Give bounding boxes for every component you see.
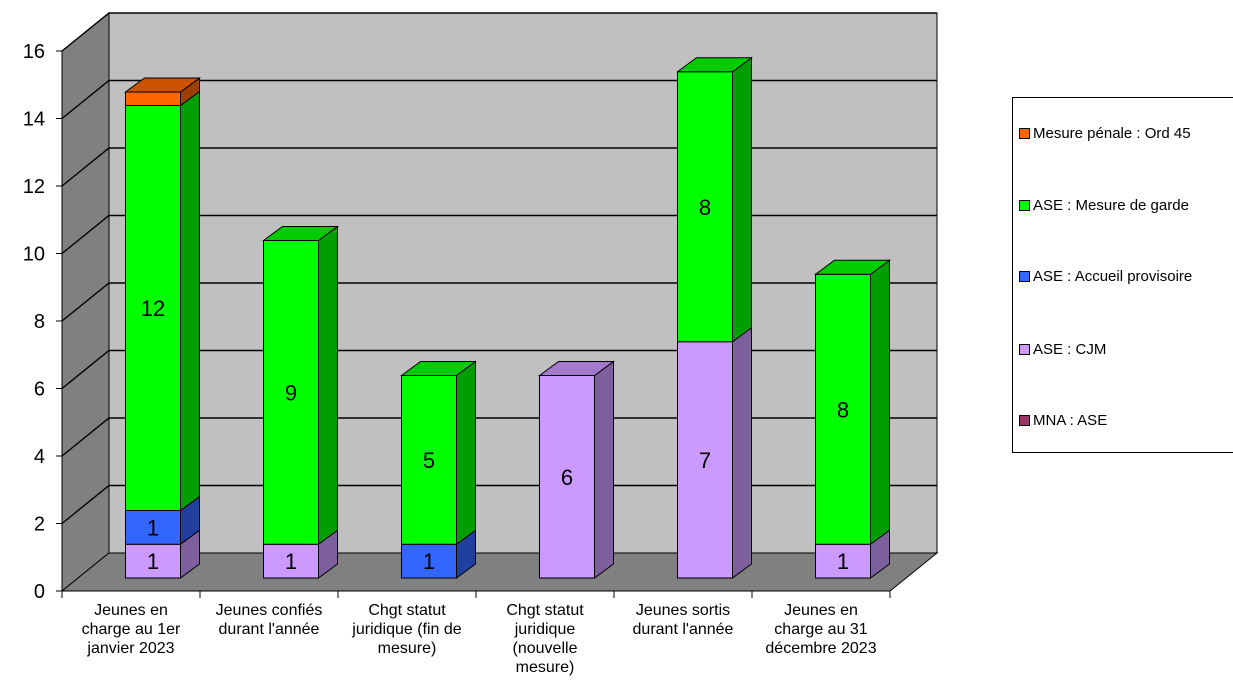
y-tick-label: 6 (34, 379, 45, 401)
legend-label: ASE : Accueil provisoire (1033, 268, 1193, 285)
legend-label: ASE : Mesure de garde (1033, 197, 1189, 214)
legend-item-ase-cjm: ASE : CJM (1019, 341, 1106, 358)
bar-segment (125, 91, 181, 106)
gridline (61, 79, 937, 120)
x-tick-label: Jeunes sortis durant l'année (633, 602, 734, 638)
bar-segment (539, 375, 595, 579)
y-tick-label: 0 (34, 581, 45, 603)
data-label: 6 (561, 465, 573, 490)
x-tick-label-line: Chgt statut (506, 602, 584, 619)
bar-top (537, 361, 616, 376)
y-tick-label: 12 (23, 176, 45, 198)
legend-item-mesure-penale: Mesure pénale : Ord 45 (1019, 125, 1191, 142)
data-label: 9 (285, 380, 297, 405)
gridline (61, 417, 937, 457)
bar-side (732, 326, 752, 579)
bar-segment (263, 543, 319, 579)
gridline (61, 282, 937, 322)
legend-label: MNA : ASE (1033, 412, 1108, 429)
legend-label: Mesure pénale : Ord 45 (1033, 125, 1191, 142)
data-label: 1 (423, 549, 435, 574)
bar-segment (125, 105, 181, 511)
y-tick-label: 4 (34, 446, 45, 468)
data-label: 1 (837, 549, 849, 574)
bar-side (594, 360, 614, 579)
data-label: 8 (699, 195, 711, 220)
chart-legend: Mesure pénale : Ord 45 ASE : Mesure de g… (1012, 97, 1233, 453)
x-tick-label-line: juridique (514, 621, 576, 638)
bar-side (456, 360, 476, 546)
legend-swatch (1019, 128, 1030, 139)
x-tick-label: Chgt statut juridique (nouvelle mesure) (506, 602, 584, 676)
bar-top (399, 361, 478, 376)
bar-side (870, 259, 890, 546)
y-tick-label: 16 (23, 41, 45, 63)
y-tick-label: 10 (23, 244, 45, 266)
x-tick-label: Jeunes en charge au 31 décembre 2023 (765, 602, 876, 657)
legend-swatch (1019, 271, 1030, 282)
legend-swatch (1019, 200, 1030, 211)
x-tick-label: Chgt statut juridique (fin de mesure) (351, 602, 462, 657)
x-tick-label-line: durant l'année (633, 621, 734, 638)
x-tick-label-line: (nouvelle (513, 640, 578, 657)
data-label: 1 (147, 549, 159, 574)
gridline (61, 484, 937, 525)
bar-top (813, 259, 892, 275)
x-tick-label: Jeunes en charge au 1er janvier 2023 (82, 602, 181, 657)
bar-top (123, 77, 202, 93)
x-tick-label-line: mesure) (516, 659, 575, 676)
gridline (61, 12, 937, 52)
x-tick-label: Jeunes confiés durant l'année (216, 602, 323, 638)
x-tick-label-line: durant l'année (219, 621, 320, 638)
bar-segment (125, 510, 181, 545)
bar-top (261, 226, 340, 241)
x-tick-label-line: Jeunes en (784, 602, 858, 619)
data-label: 5 (423, 448, 435, 473)
legend-item-ase-accueil: ASE : Accueil provisoire (1019, 268, 1192, 285)
x-tick-label-line: Jeunes sortis (636, 602, 730, 619)
x-tick-label-line: Jeunes en (94, 602, 168, 619)
bar-segment (401, 543, 457, 579)
data-label: 7 (699, 448, 711, 473)
bar-side (318, 225, 338, 546)
data-label: 1 (285, 549, 297, 574)
y-tick-label: 8 (34, 311, 45, 333)
data-label: 12 (141, 296, 165, 321)
x-tick-label-line: juridique (fin de (351, 621, 462, 638)
data-label: 8 (837, 397, 849, 422)
x-tick-label-line: janvier 2023 (86, 640, 174, 657)
y-tick-label: 2 (34, 514, 45, 536)
x-tick-label-line: Jeunes confiés (216, 602, 323, 619)
x-tick-label-line: mesure) (378, 640, 437, 657)
x-tick-label-line: décembre 2023 (765, 640, 876, 657)
legend-item-mna-ase: MNA : ASE (1019, 412, 1107, 429)
bar-side (732, 56, 752, 343)
legend-item-ase-garde: ASE : Mesure de garde (1019, 197, 1189, 214)
legend-swatch (1019, 415, 1030, 426)
x-tick-label-line: charge au 1er (82, 621, 181, 638)
legend-label: ASE : CJM (1033, 341, 1107, 358)
y-tick-label: 14 (23, 109, 45, 131)
x-tick-label-line: charge au 31 (774, 621, 868, 638)
gridline (61, 147, 937, 187)
legend-swatch (1019, 344, 1030, 355)
gridline (61, 349, 937, 390)
bar-side (180, 90, 200, 512)
x-tick-label-line: Chgt statut (368, 602, 446, 619)
bar-top (675, 57, 754, 73)
bar-segment (815, 273, 871, 545)
bar-segment (263, 240, 319, 545)
data-label: 1 (147, 515, 159, 540)
gridline (61, 214, 937, 255)
